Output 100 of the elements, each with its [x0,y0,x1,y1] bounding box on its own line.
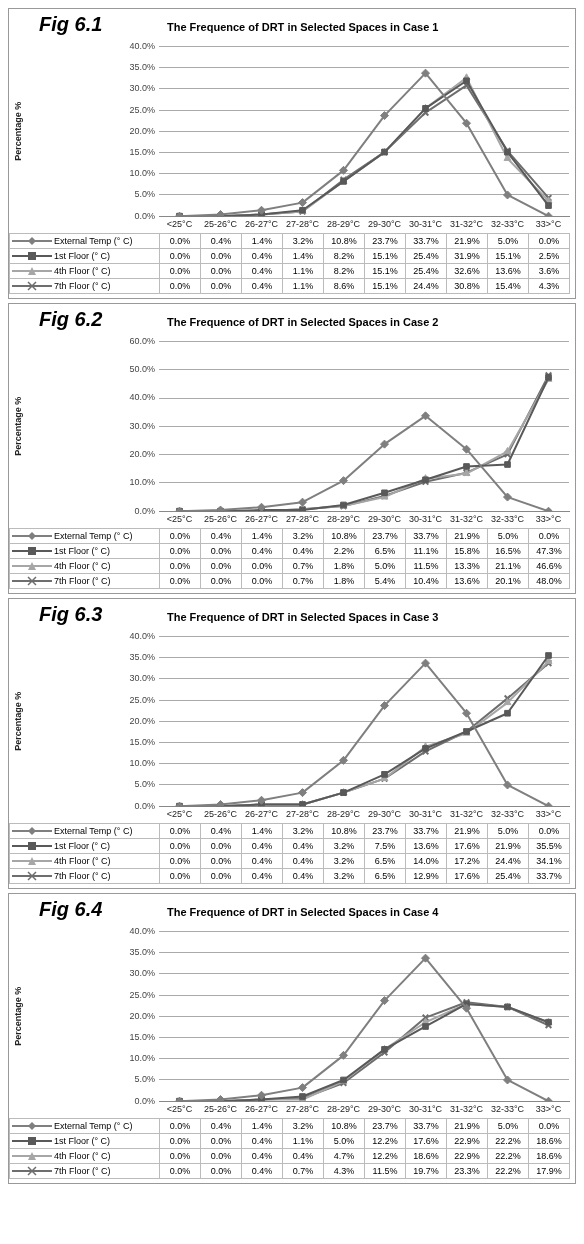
y-tick-label: 40.0% [129,630,155,641]
data-label: 23.7% [364,233,406,249]
x-tick-label: 30-31°C [408,1104,443,1115]
data-label: 13.6% [446,573,488,589]
legend-label: 4th Floor (° C) [54,265,111,276]
x-tick-label: 27-28°C [285,809,320,820]
y-tick-label: 20.0% [129,125,155,136]
data-label: 6.5% [364,853,406,869]
x-tick-label: 28-29°C [326,809,361,820]
data-label: 0.0% [528,1118,570,1134]
data-label: 24.4% [487,853,529,869]
chart-title: The Frequence of DRT in Selected Spaces in Case 1 [167,21,439,33]
data-label: 17.6% [446,868,488,884]
y-tick-label: 60.0% [129,335,155,346]
y-tick-label: 30.0% [129,420,155,431]
y-tick-label: 40.0% [129,392,155,403]
data-label: 4.3% [323,1163,365,1179]
x-tick-label: 30-31°C [408,809,443,820]
chart-title: The Frequence of DRT in Selected Spaces in Case 4 [167,906,439,918]
y-tick-label: 30.0% [129,968,155,979]
data-label: 0.4% [200,823,242,839]
data-label: 10.8% [323,528,365,544]
x-tick-label: 30-31°C [408,514,443,525]
x-tick-label: <25°C [166,514,193,525]
data-label: 15.8% [446,543,488,559]
data-label: 0.4% [200,233,242,249]
chart-title: The Frequence of DRT in Selected Spaces in Case 2 [167,316,439,328]
data-label: 0.4% [241,853,283,869]
y-tick-label: 50.0% [129,364,155,375]
data-label: 0.0% [200,853,242,869]
data-label: 33.7% [405,528,447,544]
data-label: 17.6% [405,1133,447,1149]
data-label: 3.2% [323,838,365,854]
legend-label: External Temp (° C) [54,825,133,836]
data-label: 25.4% [405,263,447,279]
x-tick-label: 31-32°C [449,514,484,525]
data-label: 8.6% [323,278,365,294]
y-tick-label: 5.0% [134,779,155,790]
data-label: 24.4% [405,278,447,294]
data-label: 3.2% [282,233,324,249]
data-label: 1.1% [282,263,324,279]
y-tick-label: 10.0% [129,1053,155,1064]
data-label: 0.0% [200,1163,242,1179]
data-label: 0.0% [241,573,283,589]
data-label: 0.7% [282,558,324,574]
legend-label: 7th Floor (° C) [54,870,111,881]
data-label: 10.8% [323,233,365,249]
y-tick-label: 15.0% [129,737,155,748]
caption: Fig 6.3 [38,603,104,626]
x-tick-label: 25-26°C [203,1104,238,1115]
legend-label: External Temp (° C) [54,235,133,246]
data-label: 4.7% [323,1148,365,1164]
x-tick-label: 26-27°C [244,514,279,525]
data-label: 14.0% [405,853,447,869]
data-label: 1.8% [323,573,365,589]
data-label: 0.0% [159,278,201,294]
y-tick-label: 40.0% [129,925,155,936]
data-label: 0.4% [200,1118,242,1134]
data-label: 5.0% [487,1118,529,1134]
data-label: 4.3% [528,278,570,294]
data-label: 21.9% [446,233,488,249]
x-tick-label: 29-30°C [367,809,402,820]
data-label: 0.0% [200,1133,242,1149]
y-tick-label: 20.0% [129,715,155,726]
x-tick-label: 25-26°C [203,809,238,820]
y-tick-label: 10.0% [129,758,155,769]
data-label: 0.0% [159,823,201,839]
data-label: 0.4% [241,1163,283,1179]
data-label: 1.1% [282,1133,324,1149]
data-label: 0.0% [159,573,201,589]
x-tick-label: 29-30°C [367,1104,402,1115]
data-label: 1.8% [323,558,365,574]
data-label: 33.7% [405,233,447,249]
y-tick-label: 35.0% [129,62,155,73]
legend-label: 1st Floor (° C) [54,840,111,851]
legend-label: External Temp (° C) [54,1120,133,1131]
data-label: 48.0% [528,573,570,589]
data-label: 23.7% [364,528,406,544]
x-tick-label: 33>°C [535,219,562,230]
data-label: 6.5% [364,868,406,884]
data-label: 0.4% [241,263,283,279]
y-tick-label: 15.0% [129,147,155,158]
x-tick-label: 28-29°C [326,514,361,525]
data-label: 3.2% [323,868,365,884]
legend-label: 4th Floor (° C) [54,1150,111,1161]
data-label: 10.8% [323,823,365,839]
data-label: 7.5% [364,838,406,854]
data-label: 22.9% [446,1133,488,1149]
data-label: 34.1% [528,853,570,869]
data-label: 0.4% [282,1148,324,1164]
legend-label: 7th Floor (° C) [54,280,111,291]
data-label: 0.0% [200,278,242,294]
data-label: 21.9% [487,838,529,854]
y-tick-label: 0.0% [134,800,155,811]
data-label: 1.1% [282,278,324,294]
chart-title: The Frequence of DRT in Selected Spaces in Case 3 [167,611,439,623]
x-tick-label: 27-28°C [285,219,320,230]
data-label: 22.2% [487,1148,529,1164]
data-label: 15.4% [487,278,529,294]
data-label: 17.9% [528,1163,570,1179]
